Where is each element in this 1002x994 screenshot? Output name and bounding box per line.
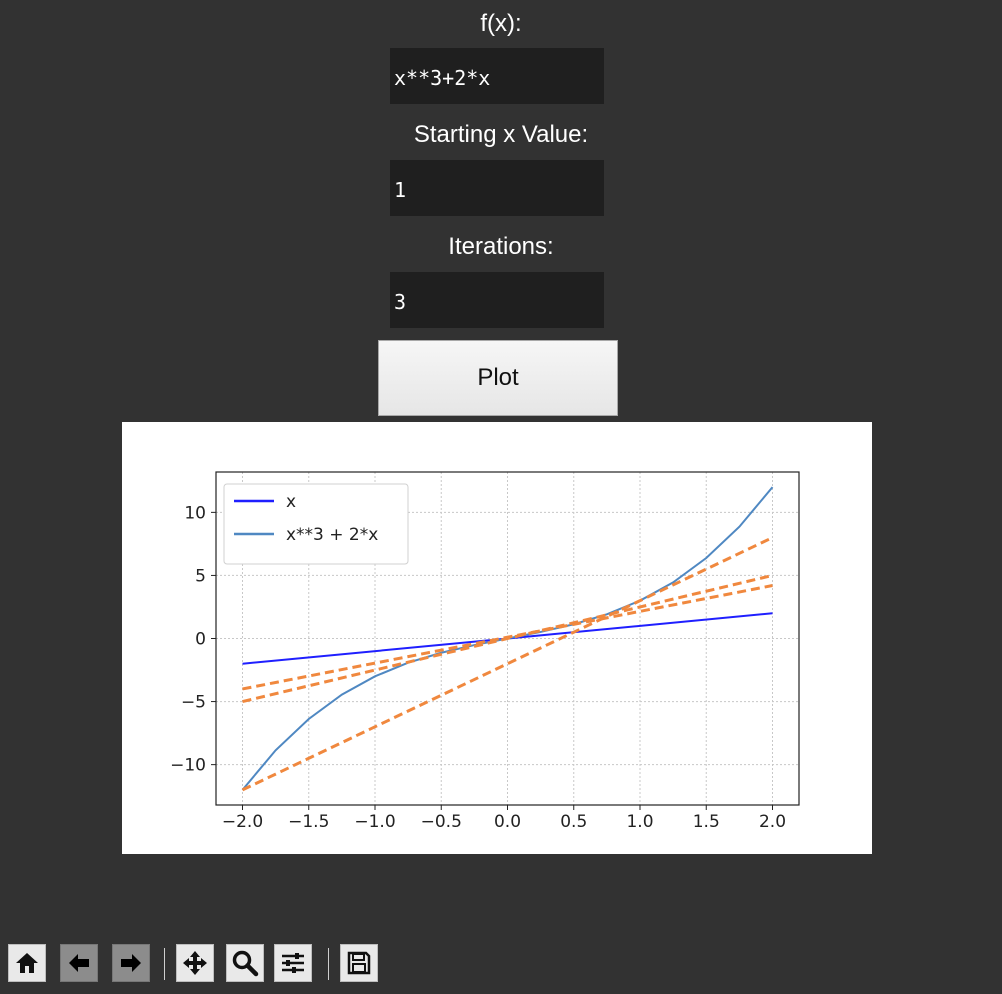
configure-subplots-icon	[282, 953, 304, 973]
home-button[interactable]	[8, 944, 46, 982]
y-tick-label: −5	[181, 693, 206, 713]
forward-icon	[121, 954, 141, 972]
x-tick-label: 0.5	[560, 812, 587, 832]
y-tick-label: 0	[195, 630, 206, 650]
x-tick-label: 0.0	[494, 812, 521, 832]
chart-svg: −2.0 −1.5 −1.0 −0.5 0.0 0.5 1.0 1.5 2.0 10 5 0 −5 −10…	[170, 471, 800, 832]
home-icon	[16, 953, 38, 973]
forward-button[interactable]	[112, 944, 150, 982]
legend-label: x**3 + 2*x	[286, 525, 378, 545]
save-button[interactable]	[340, 944, 378, 982]
back-button[interactable]	[60, 944, 98, 982]
x-tick-label: 2.0	[759, 812, 786, 832]
fx-label: f(x):	[480, 10, 522, 37]
x-tick-label: −1.5	[288, 812, 329, 832]
pan-icon	[183, 951, 207, 975]
back-icon	[69, 954, 89, 972]
plot-button[interactable]: Plot	[378, 340, 618, 416]
legend-box	[223, 483, 409, 565]
toolbar-separator	[164, 948, 165, 980]
tangent-line-3	[242, 584, 773, 691]
start-x-label: Starting x Value:	[413, 121, 589, 148]
zoom-button[interactable]	[226, 944, 264, 982]
x-tick-label: 1.5	[693, 812, 720, 832]
toolbar-separator	[328, 948, 329, 980]
plot-figure: −2.0 −1.5 −1.0 −0.5 0.0 0.5 1.0 1.5 2.0 10 5 0 −5 −10…	[122, 422, 872, 854]
fx-input[interactable]	[390, 48, 604, 104]
x-tick-label: −0.5	[421, 812, 462, 832]
x-tick-label: −2.0	[222, 812, 263, 832]
save-icon	[347, 951, 371, 975]
iterations-label: Iterations:	[448, 233, 554, 260]
zoom-icon	[232, 950, 259, 977]
x-tick-label: −1.0	[354, 812, 395, 832]
x-tick-label: 1.0	[626, 812, 653, 832]
iterations-input[interactable]	[390, 272, 604, 328]
configure-subplots-button[interactable]	[274, 944, 312, 982]
legend-label: x	[286, 492, 296, 512]
start-x-input[interactable]	[390, 160, 604, 216]
y-tick-label: 10	[184, 503, 206, 523]
y-tick-label: 5	[195, 566, 206, 586]
pan-button[interactable]	[176, 944, 214, 982]
y-tick-label: −10	[170, 756, 206, 776]
